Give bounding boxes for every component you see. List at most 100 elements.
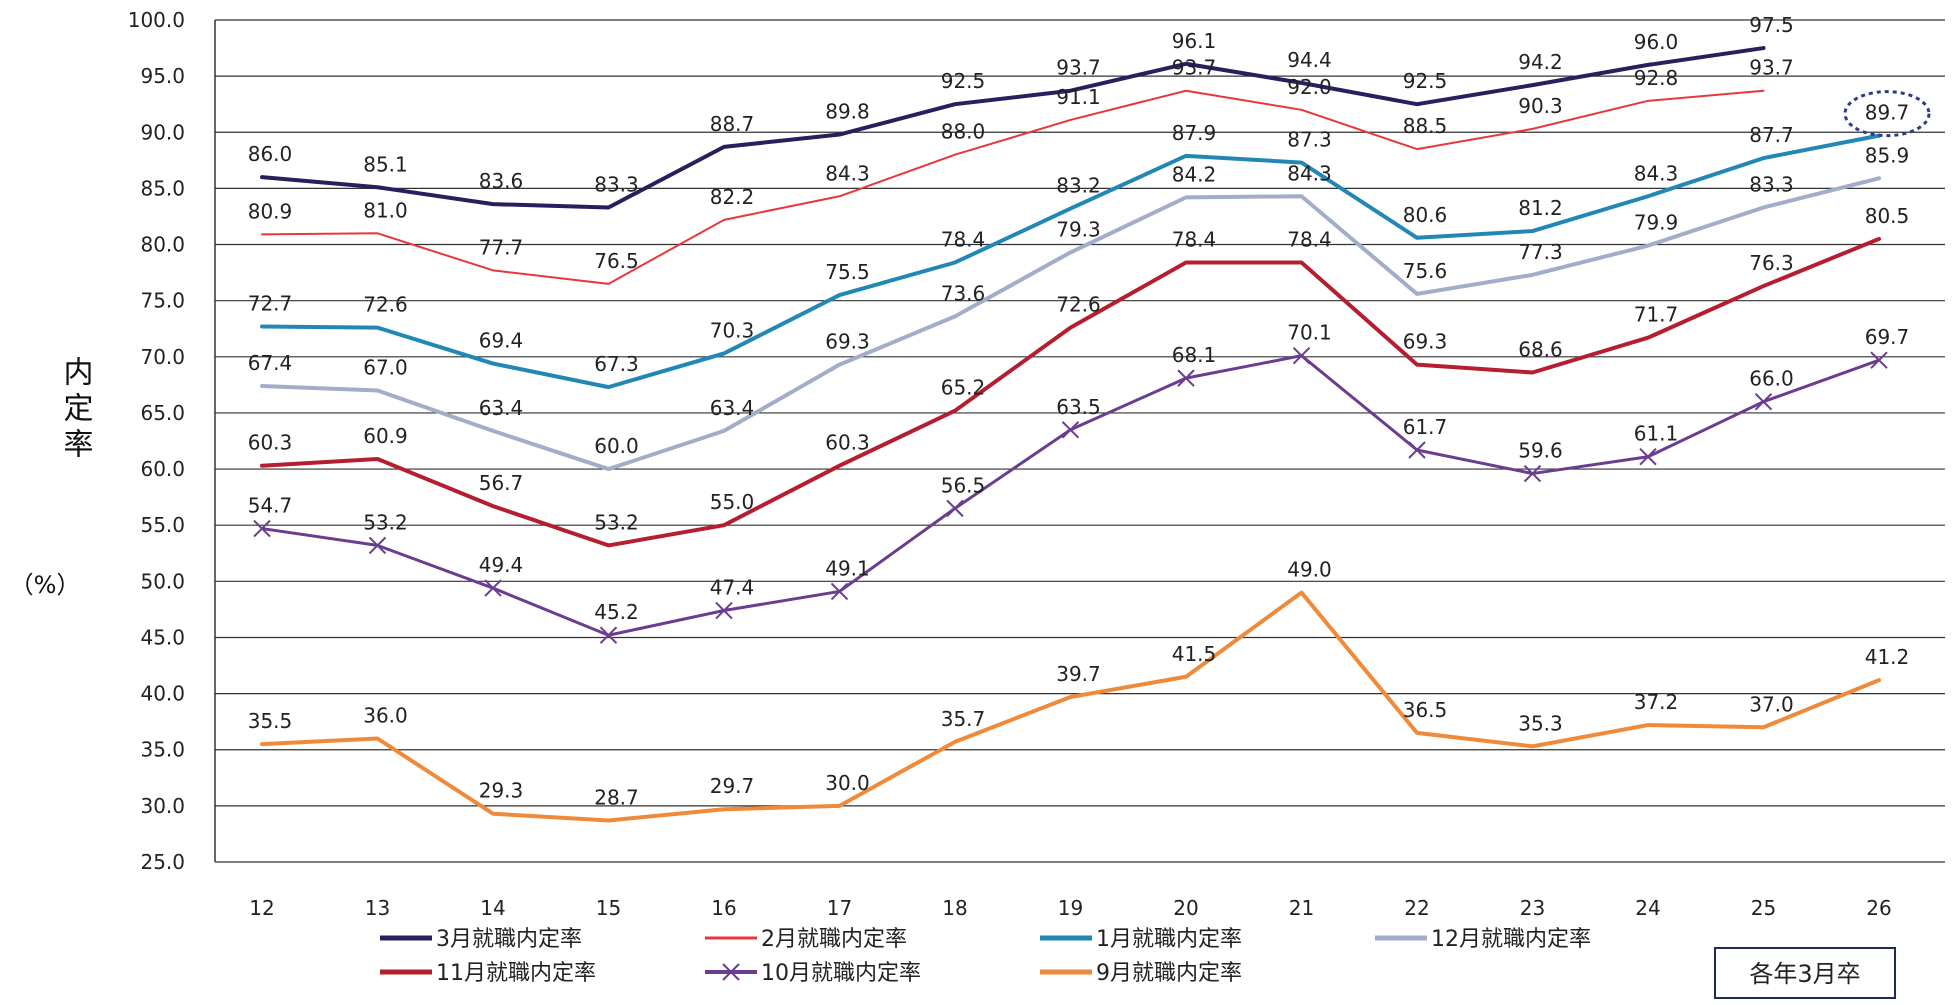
data-label: 93.7: [1172, 56, 1217, 80]
data-label: 84.3: [1634, 161, 1679, 185]
data-label: 80.5: [1865, 204, 1910, 228]
data-label: 72.6: [363, 293, 408, 317]
data-label: 78.4: [941, 227, 986, 251]
data-label: 61.7: [1403, 415, 1448, 439]
y-tick-label: 95.0: [140, 64, 185, 88]
data-labels: 86.0 85.1 83.6 83.3 88.7 89.8 92.5 93.7 96.1 94.4…: [248, 13, 1931, 809]
data-label: 89.8: [825, 100, 870, 124]
data-label: 56.5: [941, 473, 986, 497]
x-tick-label: 15: [596, 896, 621, 920]
x-tick-label: 22: [1404, 896, 1429, 920]
data-label: 70.3: [710, 318, 755, 342]
data-label: 83.3: [594, 172, 639, 196]
legend-label: 3月就職内定率: [436, 927, 582, 952]
note-box-border: [1714, 947, 1896, 999]
x-tick-label: 13: [365, 896, 390, 920]
data-label: 75.5: [825, 260, 870, 284]
legend-label: 10月就職内定率: [761, 961, 921, 986]
series-marker: [599, 626, 618, 644]
series-line: [261, 89, 1765, 285]
x-tick-label: 24: [1635, 896, 1660, 920]
data-label: 83.3: [1749, 172, 1794, 196]
data-label: 80.6: [1403, 203, 1448, 227]
legend-item: 9月就職内定率: [1040, 961, 1242, 986]
data-label: 76.5: [594, 249, 639, 273]
data-label: 88.7: [710, 112, 755, 136]
series-line: [260, 133, 1881, 390]
data-label: 87.9: [1172, 121, 1217, 145]
data-label: 92.5: [941, 69, 986, 93]
y-tick-label: 70.0: [140, 345, 185, 369]
data-label: 79.3: [1056, 217, 1101, 241]
data-label: 72.7: [248, 291, 293, 315]
y-tick-label: 75.0: [140, 289, 185, 313]
legend-label: 9月就職内定率: [1096, 961, 1242, 986]
data-label: 28.7: [594, 785, 639, 809]
data-label: 37.2: [1634, 690, 1679, 714]
data-label: 91.1: [1056, 85, 1101, 109]
series-marker: [484, 579, 502, 597]
data-label: 49.1: [825, 556, 870, 580]
data-label: 53.2: [363, 510, 408, 534]
data-label: 36.0: [363, 704, 408, 728]
data-label: 92.5: [1403, 69, 1448, 93]
data-label: 78.4: [1287, 227, 1332, 251]
series-line: [260, 46, 1766, 210]
data-label: 56.7: [479, 471, 524, 495]
data-label: 82.2: [710, 185, 755, 209]
series-lines: [253, 46, 1888, 823]
legend-label: 12月就職内定率: [1431, 927, 1591, 952]
series-marker: [1870, 351, 1888, 369]
data-label: 60.3: [248, 431, 293, 455]
y-tick-label: 45.0: [140, 625, 185, 649]
data-label: 81.2: [1518, 196, 1563, 220]
data-label: 61.1: [1634, 422, 1679, 446]
data-label: 78.4: [1172, 227, 1217, 251]
data-label: 89.7: [1865, 101, 1910, 125]
data-label: 83.6: [479, 169, 524, 193]
y-tick-label: 65.0: [140, 401, 185, 425]
series-marker: [1639, 448, 1657, 466]
legend-item: 10月就職内定率: [705, 961, 921, 986]
data-label: 53.2: [594, 510, 639, 534]
y-tick-label: 60.0: [140, 457, 185, 481]
data-label: 67.3: [594, 352, 639, 376]
data-label: 67.0: [363, 355, 408, 379]
series-marker: [830, 582, 849, 601]
data-label: 67.4: [248, 351, 293, 375]
data-label: 71.7: [1634, 303, 1679, 327]
data-label: 90.3: [1518, 94, 1563, 118]
data-label: 49.4: [479, 553, 524, 577]
legend-item: 3月就職内定率: [380, 927, 582, 952]
data-label: 36.5: [1403, 698, 1448, 722]
data-label: 37.0: [1749, 692, 1794, 716]
y-axis-label: 内定率: [58, 356, 93, 464]
y-tick-label: 100.0: [128, 8, 185, 32]
series-marker: [1754, 392, 1773, 411]
y-axis-title: 内定率 （%）: [10, 356, 93, 599]
y-tick-label: 80.0: [140, 233, 185, 257]
data-label: 92.0: [1287, 75, 1332, 99]
data-label: 45.2: [594, 600, 639, 624]
y-axis-unit: （%）: [10, 571, 81, 599]
data-label: 41.5: [1172, 642, 1217, 666]
x-tick-label: 17: [827, 896, 852, 920]
data-label: 39.7: [1056, 662, 1101, 686]
x-tick-label: 18: [942, 896, 967, 920]
data-label: 63.4: [479, 396, 524, 420]
y-tick-label: 40.0: [140, 682, 185, 706]
legend-item: 1月就職内定率: [1040, 927, 1242, 952]
data-label: 68.1: [1172, 343, 1217, 367]
data-label: 65.2: [941, 376, 986, 400]
x-tick-label: 26: [1866, 896, 1891, 920]
series-marker: [715, 601, 733, 620]
note-text: 各年3月卒: [1749, 960, 1860, 988]
legend: 3月就職内定率 2月就職内定率 1月就職内定率 12月就職内定率 11月就職内定率 10月…: [380, 927, 1591, 986]
data-label: 79.9: [1634, 211, 1679, 235]
data-label: 97.5: [1749, 13, 1794, 37]
data-label: 30.0: [825, 771, 870, 795]
highlight-circle: [1843, 90, 1931, 138]
legend-item: 2月就職内定率: [705, 927, 907, 952]
data-label: 69.4: [479, 329, 524, 353]
